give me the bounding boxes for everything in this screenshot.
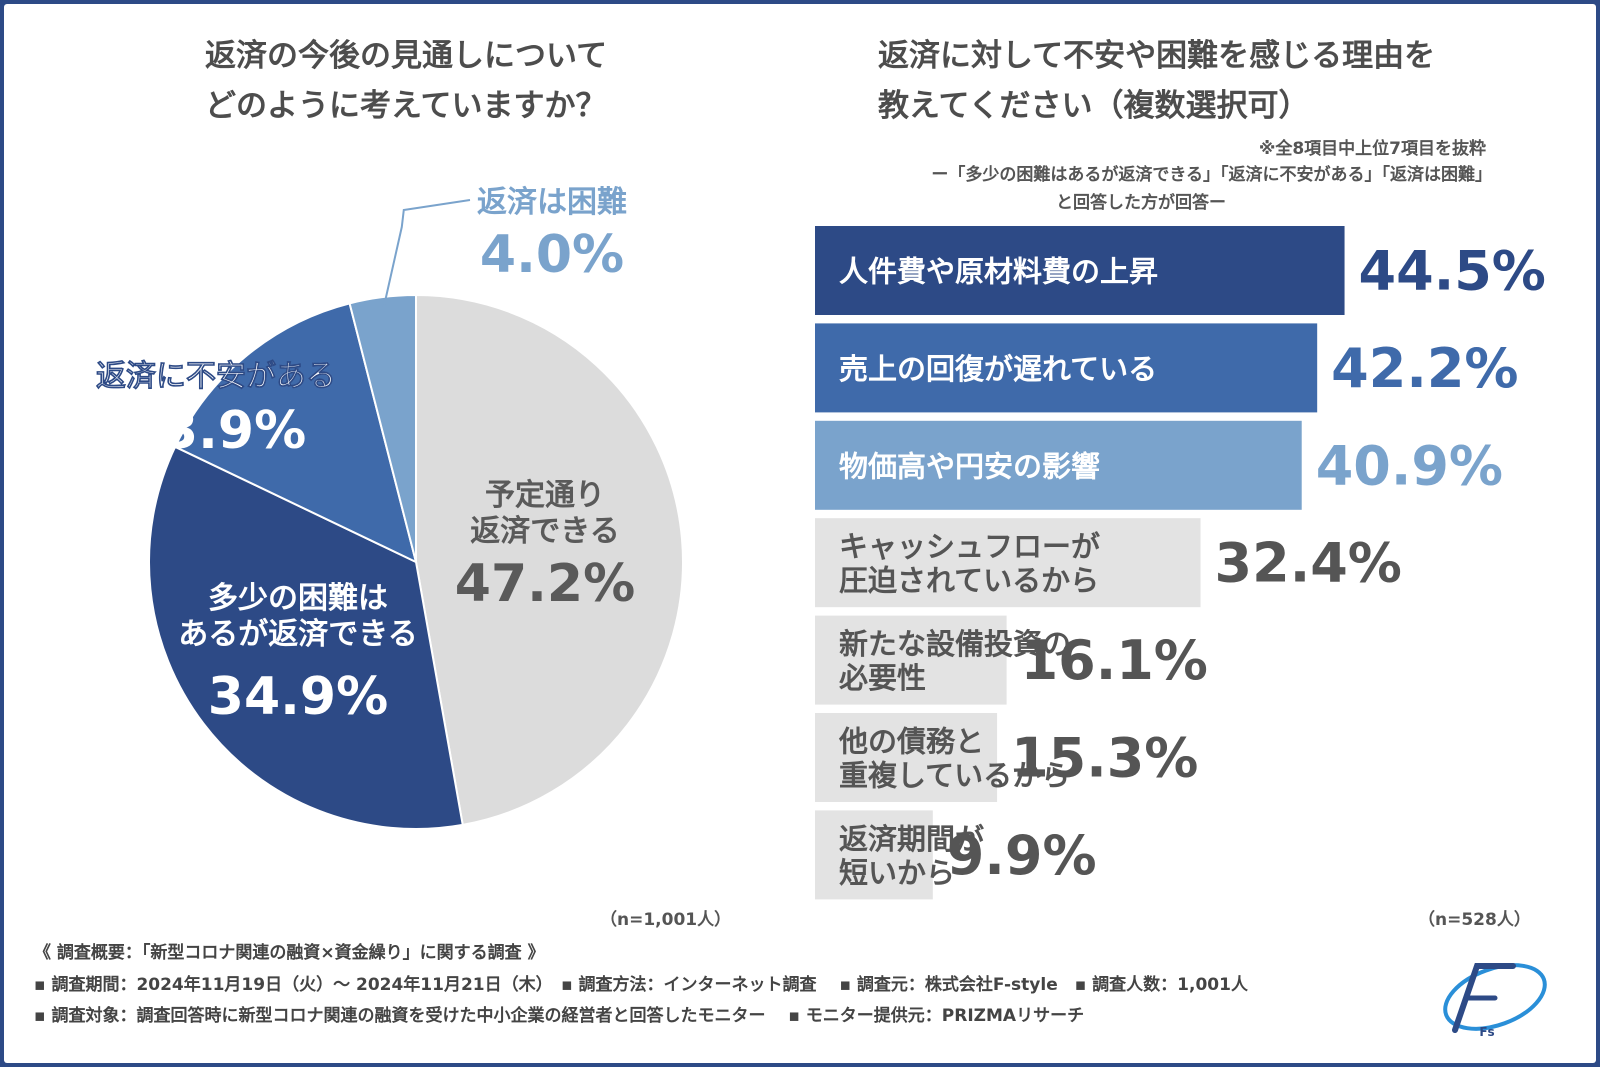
pie-value-2: 13.9% — [126, 401, 306, 461]
pie-leader-line — [382, 199, 471, 308]
pie-value-0: 47.2% — [455, 554, 635, 614]
pie-title-line2: どのように考えていますか？ — [205, 88, 607, 124]
survey-details-line1: ▪ 調査期間：2024年11月19日（火）～ 2024年11月21日（木） ▪ … — [34, 975, 1248, 995]
bar-label-0-line0: 人件費や原材料費の上昇 — [839, 255, 1158, 289]
bar-1 — [815, 323, 1318, 413]
pie-label-0-line1: 返済できる — [470, 514, 619, 549]
company-logo: Fs — [1443, 963, 1547, 1039]
bar-value-4: 16.1% — [1021, 629, 1208, 692]
survey-overview: 《 調査概要：「新型コロナ関連の融資×資金繰り」に関する調査 》 — [34, 943, 545, 963]
bar-note: ※全8項目中上位7項目を抜粋 — [1258, 139, 1486, 159]
bar-value-1: 42.2% — [1331, 337, 1518, 400]
bar-value-2: 40.9% — [1316, 434, 1503, 497]
bar-label-6-line1: 短いから — [839, 856, 955, 890]
bar-5 — [815, 713, 998, 802]
bar-value-3: 32.4% — [1215, 532, 1402, 595]
survey-details-line2: ▪ 調査対象：調査回答時に新型コロナ関連の融資を受けた中小企業の経営者と回答した… — [34, 1006, 1085, 1026]
bar-6 — [815, 810, 933, 900]
bar-value-0: 44.5% — [1359, 240, 1546, 303]
bar-4 — [815, 615, 1007, 705]
bar-3 — [815, 518, 1201, 608]
pie-label-1-line1: あるが返済できる — [178, 617, 417, 652]
pie-value-3: 4.0% — [480, 225, 624, 285]
bar-label-1-line0: 売上の回復が遅れている — [839, 352, 1157, 386]
pie-label-2-line0: 返済に不安がある — [96, 359, 336, 394]
pie-label-1-line0: 多少の困難は — [208, 581, 388, 616]
bar-label-2-line0: 物価高や円安の影響 — [839, 449, 1100, 483]
pie-label-0-line0: 予定通り — [485, 478, 605, 513]
pie-slice-1 — [148, 445, 464, 830]
bar-title-line2: 教えてください（複数選択可） — [878, 88, 1310, 124]
pie-value-1: 34.9% — [208, 667, 388, 727]
bar-chart: 人件費や原材料費の上昇 44.5% 売上の回復が遅れている 42.2% 物価高や円安の影… — [815, 226, 1546, 900]
logo-text: Fs — [1479, 1025, 1494, 1039]
bar-label-3-line1: 圧迫されているから — [839, 564, 1099, 598]
bar-2 — [815, 420, 1302, 510]
bar-label-6-line0: 返済期間が — [839, 822, 984, 856]
bar-label-4-line1: 必要性 — [839, 661, 926, 695]
pie-title-line1: 返済の今後の見通しについて — [205, 38, 608, 74]
bar-subtitle-line1: ー「多少の困難はあるが返済できる」「返済に不安がある」「返済は困難」 — [931, 165, 1492, 185]
pie-label-3-line0: 返済は困難 — [477, 185, 627, 220]
bar-label-4-line0: 新たな設備投資の — [839, 627, 1071, 661]
bar-label-5-line1: 重複しているから — [839, 759, 1070, 793]
bar-title-line1: 返済に対して不安や困難を感じる理由を — [878, 38, 1436, 74]
bar-0 — [815, 226, 1345, 315]
bar-sample-size: （n=528人） — [1418, 910, 1531, 930]
bar-label-3-line0: キャッシュフローが — [839, 530, 1100, 564]
pie-slice-3 — [348, 293, 417, 563]
pie-sample-size: （n=1,001人） — [600, 910, 732, 930]
bar-label-5-line0: 他の債務と — [838, 725, 984, 759]
pie-slice-2 — [173, 302, 418, 564]
bar-subtitle-line2: と回答した方が回答ー — [1056, 193, 1226, 213]
bar-value-5: 15.3% — [1011, 727, 1198, 790]
bar-value-6: 9.9% — [947, 824, 1097, 887]
pie-slice-0 — [415, 293, 684, 827]
